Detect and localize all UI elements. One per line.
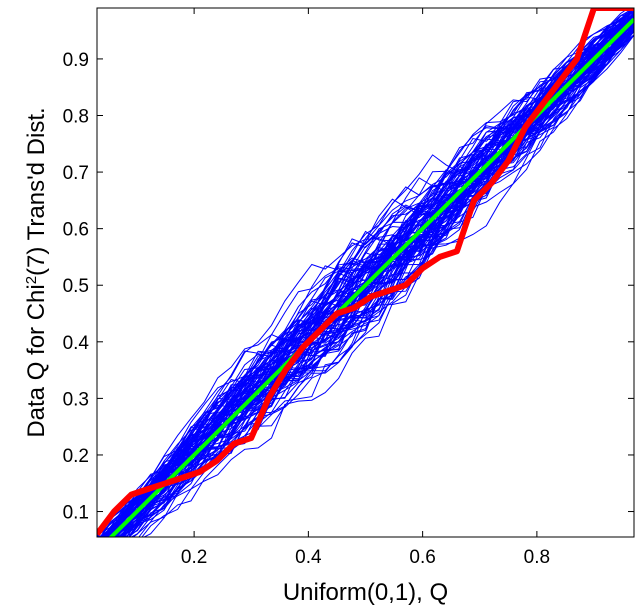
data-quantile-line	[97, 8, 634, 537]
x-tick-label: 0.4	[295, 547, 322, 568]
plot-frame	[96, 7, 635, 538]
y-axis-ticks: 0.1 0.2 0.3 0.4 0.5 0.6 0.7 0.8 0.9	[63, 50, 634, 524]
simulated-line-60	[102, 16, 634, 537]
y-tick-label: 0.2	[63, 446, 89, 467]
simulated-line-89	[125, 19, 634, 537]
y-axis-label-text-2: (7) Trans'd Dist.	[23, 107, 50, 276]
simulated-line-100	[100, 11, 634, 537]
reference-diagonal	[108, 17, 634, 537]
reference-line	[108, 17, 634, 537]
y-axis-label: Data Q for Chi2(7) Trans'd Dist.	[23, 107, 51, 437]
x-axis-ticks: 0.2 0.4 0.6 0.8	[181, 8, 550, 568]
y-tick-label: 0.4	[63, 333, 90, 354]
y-tick-label: 0.7	[63, 163, 89, 184]
y-axis-label-text: Data Q for Chi	[23, 284, 50, 437]
y-tick-label: 0.5	[63, 276, 89, 297]
x-tick-label: 0.2	[181, 547, 207, 568]
simulated-line-93	[138, 19, 634, 537]
y-tick-label: 0.9	[63, 50, 89, 71]
simulated-line-83	[100, 11, 634, 537]
y-tick-label: 0.1	[63, 503, 89, 524]
y-axis-label-superscript: 2	[23, 276, 40, 284]
y-tick-label: 0.3	[63, 389, 89, 410]
y-tick-label: 0.6	[63, 220, 89, 241]
data-series-line	[97, 8, 634, 537]
y-tick-label: 0.8	[63, 106, 89, 127]
x-tick-label: 0.6	[409, 547, 435, 568]
x-tick-label: 0.8	[524, 547, 550, 568]
simulated-line-50	[102, 18, 634, 537]
simulated-line-64	[101, 25, 634, 537]
x-axis-label: Uniform(0,1), Q	[283, 579, 448, 606]
simulated-line-95	[117, 11, 634, 537]
